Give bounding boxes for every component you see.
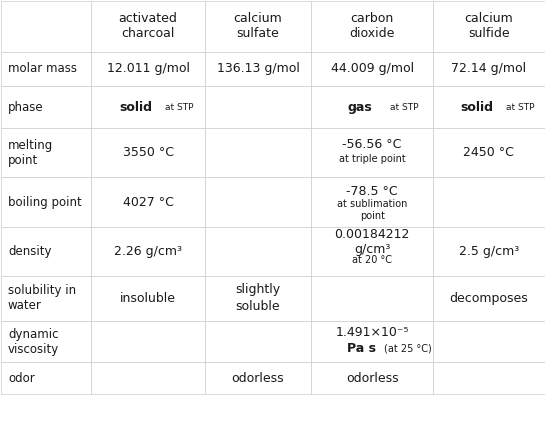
Text: molar mass: molar mass [8, 62, 77, 75]
Text: 0.00184212
g/cm³: 0.00184212 g/cm³ [335, 228, 410, 256]
Bar [311, 128, 433, 177]
Bar [2, 276, 91, 321]
Bar [91, 177, 205, 227]
Bar [91, 276, 205, 321]
Text: melting
point: melting point [8, 139, 53, 166]
Bar [311, 86, 433, 128]
Text: at triple point: at triple point [339, 154, 406, 163]
Bar [205, 177, 311, 227]
Text: density: density [8, 245, 51, 258]
Text: decomposes: decomposes [449, 292, 529, 305]
Bar [311, 276, 433, 321]
Text: 2450 °C: 2450 °C [464, 146, 514, 159]
Text: calcium
sulfide: calcium sulfide [465, 12, 513, 41]
Text: 2.26 g/cm³: 2.26 g/cm³ [114, 245, 182, 258]
Bar [2, 227, 91, 276]
Text: solid: solid [460, 101, 494, 114]
Bar [311, 363, 433, 394]
Text: at STP: at STP [506, 103, 535, 112]
Bar [2, 363, 91, 394]
Bar [2, 321, 91, 363]
Bar [2, 86, 91, 128]
Bar [433, 86, 544, 128]
Bar [311, 51, 433, 86]
Bar [91, 227, 205, 276]
Text: at STP: at STP [165, 103, 194, 112]
Bar [433, 276, 544, 321]
Text: activated
charcoal: activated charcoal [118, 12, 177, 41]
Bar [2, 51, 91, 86]
Text: slightly
soluble: slightly soluble [235, 283, 281, 313]
Bar [205, 321, 311, 363]
Bar [433, 51, 544, 86]
Bar [91, 321, 205, 363]
Bar [433, 177, 544, 227]
Bar [433, 321, 544, 363]
Text: odorless: odorless [232, 372, 284, 385]
Bar [311, 177, 433, 227]
Bar [2, 177, 91, 227]
Text: odor: odor [8, 372, 34, 385]
Bar [311, 321, 433, 363]
Bar [91, 363, 205, 394]
Text: carbon
dioxide: carbon dioxide [349, 12, 395, 41]
Text: -78.5 °C: -78.5 °C [346, 185, 398, 198]
Text: at STP: at STP [389, 103, 418, 112]
Bar [433, 363, 544, 394]
Bar [205, 86, 311, 128]
Bar [433, 1, 544, 51]
Bar [205, 363, 311, 394]
Text: 4027 °C: 4027 °C [123, 196, 174, 208]
Bar [433, 128, 544, 177]
Text: 3550 °C: 3550 °C [122, 146, 174, 159]
Bar [205, 51, 311, 86]
Bar [205, 276, 311, 321]
Text: at sublimation
point: at sublimation point [337, 199, 407, 220]
Bar [91, 86, 205, 128]
Bar [311, 227, 433, 276]
Bar [205, 128, 311, 177]
Bar [205, 227, 311, 276]
Text: 72.14 g/mol: 72.14 g/mol [452, 62, 526, 75]
Text: 2.5 g/cm³: 2.5 g/cm³ [459, 245, 519, 258]
Bar [2, 128, 91, 177]
Text: insoluble: insoluble [120, 292, 176, 305]
Bar [311, 1, 433, 51]
Text: (at 25 °C): (at 25 °C) [384, 343, 432, 354]
Text: dynamic
viscosity: dynamic viscosity [8, 327, 59, 356]
Text: 1.491×10⁻⁵: 1.491×10⁻⁵ [335, 326, 409, 339]
Text: solid: solid [120, 101, 153, 114]
Text: at 20 °C: at 20 °C [352, 255, 392, 265]
Text: calcium
sulfate: calcium sulfate [234, 12, 282, 41]
Bar [205, 1, 311, 51]
Text: phase: phase [8, 101, 44, 114]
Text: solubility in
water: solubility in water [8, 285, 76, 312]
Text: Pa s: Pa s [347, 342, 376, 355]
Text: 12.011 g/mol: 12.011 g/mol [106, 62, 189, 75]
Bar [91, 1, 205, 51]
Bar [2, 1, 91, 51]
Bar [91, 51, 205, 86]
Bar [91, 128, 205, 177]
Text: -56.56 °C: -56.56 °C [342, 138, 402, 152]
Text: odorless: odorless [346, 372, 399, 385]
Text: 44.009 g/mol: 44.009 g/mol [330, 62, 414, 75]
Text: boiling point: boiling point [8, 196, 82, 208]
Bar [433, 227, 544, 276]
Text: gas: gas [348, 101, 372, 114]
Text: 136.13 g/mol: 136.13 g/mol [217, 62, 300, 75]
